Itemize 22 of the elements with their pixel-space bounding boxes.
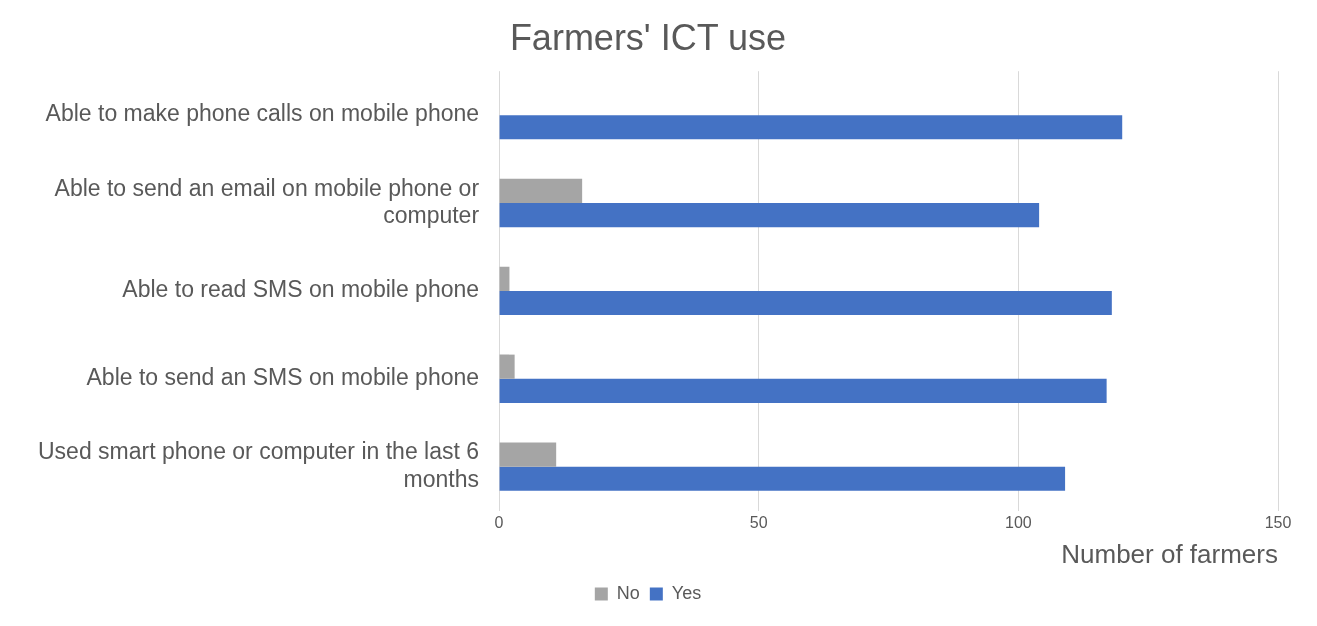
bar (499, 466, 1066, 491)
y-tick-label: Able to send an email on mobile phone or computer (54, 174, 480, 229)
x-axis-title: Number of farmers (1061, 538, 1278, 569)
bar (499, 378, 1107, 403)
y-tick-label: Used smart phone or computer in the last 6 months (37, 438, 480, 492)
bar (499, 203, 1040, 228)
y-tick-label: Able to send an SMS on mobile phone (86, 364, 480, 391)
y-tick-label: Able to make phone calls on mobile phone (45, 100, 480, 127)
x-tick-label: 150 (1264, 513, 1292, 531)
bar (499, 442, 557, 467)
bar (499, 178, 583, 204)
bar (499, 354, 515, 379)
x-tick-label: 50 (749, 513, 768, 531)
bar (499, 115, 1123, 140)
x-tick-label: 0 (494, 513, 504, 531)
y-tick-label: Able to read SMS on mobile phone (122, 276, 480, 303)
legend-label: Yes (671, 582, 702, 603)
bar (499, 290, 1112, 316)
bar (499, 266, 510, 291)
chart-title: Farmers' ICT use (509, 16, 787, 58)
x-tick-label: 100 (1005, 513, 1032, 531)
legend-label: No (616, 582, 640, 603)
